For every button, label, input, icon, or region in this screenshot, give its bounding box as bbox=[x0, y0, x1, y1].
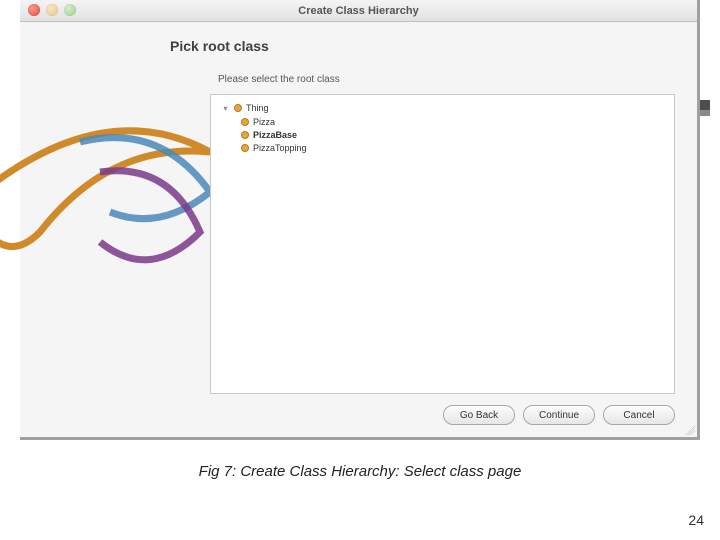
dialog-body: Pick root class Please select the root c… bbox=[20, 22, 697, 437]
class-icon bbox=[241, 118, 249, 126]
go-back-button[interactable]: Go Back bbox=[443, 405, 515, 425]
zoom-icon[interactable] bbox=[64, 4, 76, 16]
class-tree[interactable]: ▾ Thing Pizza PizzaBase PizzaTo bbox=[210, 94, 675, 394]
class-icon bbox=[234, 104, 242, 112]
tree-item-label: Pizza bbox=[253, 117, 275, 127]
tree-root-label: Thing bbox=[246, 103, 269, 113]
window-title: Create Class Hierarchy bbox=[20, 0, 697, 22]
tree-item[interactable]: Pizza bbox=[241, 115, 664, 128]
close-icon[interactable] bbox=[28, 4, 40, 16]
class-icon bbox=[241, 131, 249, 139]
dialog-window: Create Class Hierarchy Pick root class P… bbox=[20, 0, 700, 440]
tree-item[interactable]: PizzaBase bbox=[241, 128, 664, 141]
page-heading: Pick root class bbox=[170, 38, 269, 54]
class-icon bbox=[241, 144, 249, 152]
logo-artwork bbox=[0, 82, 240, 302]
collapse-icon[interactable]: ▾ bbox=[221, 104, 230, 113]
tree-root[interactable]: ▾ Thing bbox=[221, 103, 664, 113]
tree-item[interactable]: PizzaTopping bbox=[241, 141, 664, 154]
resize-grip-icon[interactable] bbox=[683, 423, 695, 435]
page-number: 24 bbox=[688, 512, 704, 528]
tree-item-label: PizzaBase bbox=[253, 130, 297, 140]
minimize-icon[interactable] bbox=[46, 4, 58, 16]
window-controls bbox=[28, 4, 76, 16]
slide: Create Class Hierarchy Pick root class P… bbox=[0, 0, 720, 540]
figure-caption: Fig 7: Create Class Hierarchy: Select cl… bbox=[0, 463, 720, 480]
cancel-button[interactable]: Cancel bbox=[603, 405, 675, 425]
page-subheading: Please select the root class bbox=[218, 74, 340, 85]
button-row: Go Back Continue Cancel bbox=[443, 405, 675, 425]
tree-item-label: PizzaTopping bbox=[253, 143, 307, 153]
titlebar: Create Class Hierarchy bbox=[20, 0, 697, 22]
tree-children: Pizza PizzaBase PizzaTopping bbox=[241, 115, 664, 154]
continue-button[interactable]: Continue bbox=[523, 405, 595, 425]
